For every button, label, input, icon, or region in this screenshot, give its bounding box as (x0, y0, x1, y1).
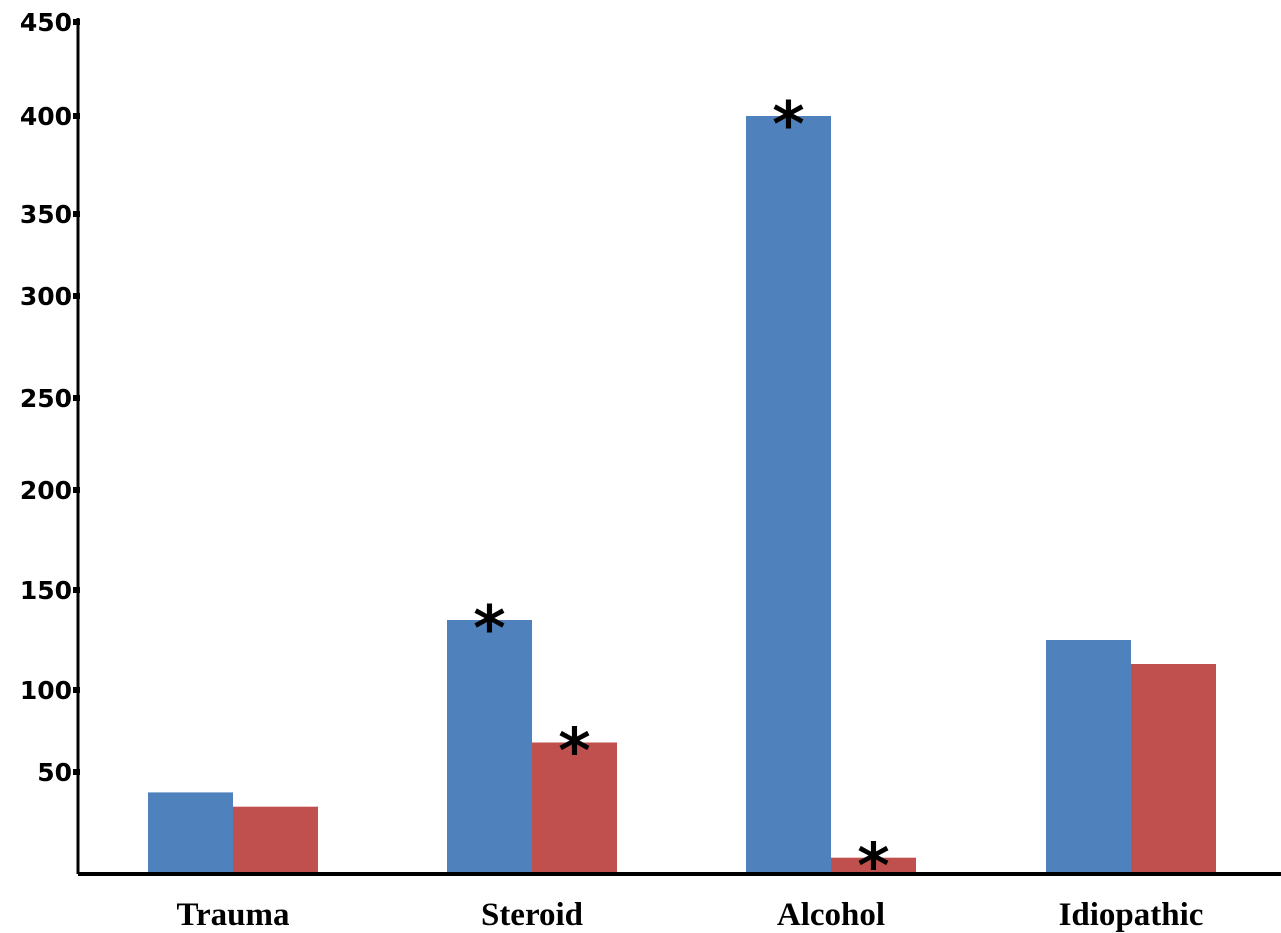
y-tick-label: 100 (20, 676, 72, 705)
y-axis-ticks: 450 400 350 300 250 200 150 100 50 (20, 8, 80, 787)
significance-asterisk: * (558, 714, 590, 787)
bar (233, 806, 318, 874)
x-category-label: Alcohol (777, 897, 885, 933)
x-category-label: Steroid (481, 897, 583, 933)
y-tick-label: 300 (20, 282, 72, 311)
significance-asterisk: * (772, 88, 804, 161)
bar (746, 116, 831, 874)
y-tick-label: 250 (20, 384, 72, 413)
bars (148, 116, 1216, 874)
y-tick-label: 150 (20, 576, 72, 605)
bar (1131, 664, 1216, 874)
y-tick-label: 400 (20, 102, 72, 131)
y-tick-label: 200 (20, 476, 72, 505)
bar (831, 857, 916, 874)
significance-asterisk: * (473, 592, 505, 665)
x-category-label: Idiopathic (1059, 897, 1204, 933)
bar (1046, 640, 1131, 874)
bar (532, 742, 617, 874)
significance-markers: * * * * (473, 88, 889, 903)
y-tick-label: 350 (20, 200, 72, 229)
x-axis-category-labels: Trauma Steroid Alcohol Idiopathic (176, 897, 1203, 933)
y-tick-label: 450 (20, 8, 72, 37)
bar (447, 620, 532, 874)
bar (148, 792, 233, 874)
significance-asterisk: * (857, 830, 889, 903)
x-category-label: Trauma (176, 897, 289, 933)
y-tick-label: 50 (37, 758, 72, 787)
